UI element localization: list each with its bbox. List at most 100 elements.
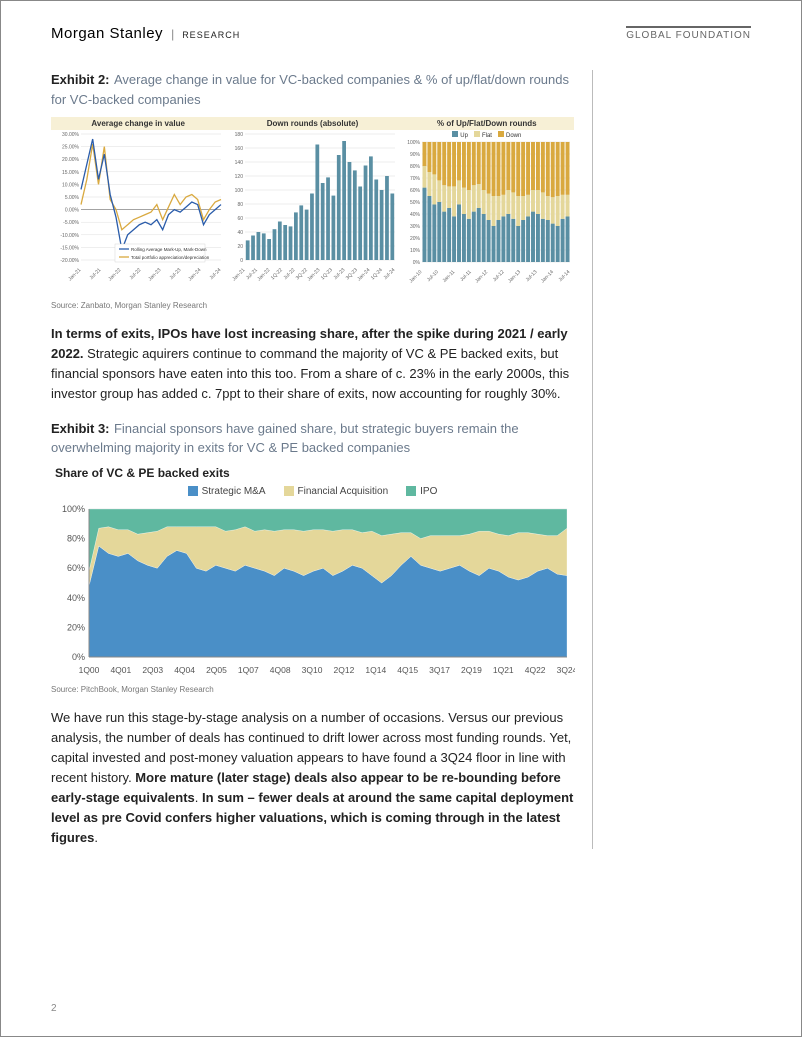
svg-text:80%: 80%	[410, 164, 421, 170]
svg-text:20%: 20%	[410, 236, 421, 242]
svg-text:60: 60	[238, 216, 244, 222]
svg-text:60%: 60%	[67, 563, 85, 573]
svg-text:20%: 20%	[67, 622, 85, 632]
svg-text:140: 140	[235, 160, 244, 166]
panel-c-title: % of Up/Flat/Down rounds	[400, 117, 574, 130]
exhibit3-heading: Exhibit 3: Financial sponsors have gaine…	[51, 419, 574, 458]
exhibit3-caption: Financial sponsors have gained share, bu…	[51, 421, 519, 456]
svg-text:Jan-23: Jan-23	[147, 267, 162, 282]
svg-text:4Q08: 4Q08	[270, 665, 291, 675]
exhibit2-heading: Exhibit 2: Average change in value for V…	[51, 70, 574, 109]
svg-text:Jul-14: Jul-14	[557, 269, 571, 283]
svg-text:Rolling Average Mark-Up, Mark-: Rolling Average Mark-Up, Mark-Down	[131, 247, 207, 252]
svg-text:Jul-13: Jul-13	[524, 269, 538, 283]
svg-text:-20.00%: -20.00%	[60, 258, 79, 264]
svg-text:4Q04: 4Q04	[174, 665, 195, 675]
svg-text:Jan-23: Jan-23	[307, 267, 322, 282]
svg-text:20.00%: 20.00%	[62, 157, 80, 163]
svg-text:2Q05: 2Q05	[206, 665, 227, 675]
svg-text:0%: 0%	[72, 652, 85, 662]
svg-text:40%: 40%	[67, 592, 85, 602]
svg-text:Jan-22: Jan-22	[107, 267, 122, 282]
exhibit2-caption: Average change in value for VC-backed co…	[51, 72, 569, 107]
svg-text:Jul-23: Jul-23	[169, 267, 183, 281]
para2-e: .	[94, 830, 98, 845]
svg-text:2Q19: 2Q19	[461, 665, 482, 675]
svg-text:60%: 60%	[410, 188, 421, 194]
svg-text:Jul-24: Jul-24	[209, 267, 223, 281]
svg-text:Jan-21: Jan-21	[232, 267, 247, 282]
panel-pct-rounds: % of Up/Flat/Down rounds Up Flat Down 0%…	[400, 117, 574, 297]
svg-text:Total portfolio appreciation/d: Total portfolio appreciation/depreciatio…	[131, 255, 210, 260]
svg-text:180: 180	[235, 132, 244, 138]
svg-text:Jul-10: Jul-10	[426, 269, 440, 283]
svg-text:Jul-24: Jul-24	[383, 267, 397, 281]
svg-text:4Q15: 4Q15	[397, 665, 418, 675]
svg-text:70%: 70%	[410, 176, 421, 182]
svg-text:Jan-24: Jan-24	[357, 267, 372, 282]
svg-text:1Q14: 1Q14	[365, 665, 386, 675]
svg-text:2Q12: 2Q12	[334, 665, 355, 675]
svg-text:40: 40	[238, 230, 244, 236]
brand-name: Morgan Stanley	[51, 25, 163, 42]
svg-text:Jul-11: Jul-11	[459, 269, 473, 283]
legend-down: Down	[506, 133, 521, 139]
paragraph-exits: In terms of exits, IPOs have lost increa…	[51, 324, 574, 405]
legend-flat: Flat	[482, 133, 492, 139]
svg-text:40%: 40%	[410, 212, 421, 218]
svg-text:120: 120	[235, 174, 244, 180]
svg-text:Jan-12: Jan-12	[474, 269, 489, 284]
panel-a-title: Average change in value	[51, 117, 225, 130]
svg-text:100%: 100%	[62, 504, 85, 514]
svg-text:50%: 50%	[410, 200, 421, 206]
svg-text:25.00%: 25.00%	[62, 145, 80, 151]
svg-text:1Q-24: 1Q-24	[370, 267, 384, 281]
exhibit2-source: Source: Zanbato, Morgan Stanley Research	[51, 301, 574, 310]
exhibit2-label: Exhibit 2:	[51, 72, 110, 87]
svg-text:1Q00: 1Q00	[79, 665, 100, 675]
svg-text:-5.00%: -5.00%	[63, 220, 79, 226]
svg-text:Jan-10: Jan-10	[408, 269, 423, 284]
page-number: 2	[51, 1003, 57, 1014]
svg-text:20: 20	[238, 244, 244, 250]
exhibit3-chart-title: Share of VC & PE backed exits	[55, 466, 574, 480]
svg-text:1Q-22: 1Q-22	[270, 267, 284, 281]
panel-c-legend: Up Flat Down	[400, 130, 574, 140]
legend-ipo: IPO	[420, 486, 437, 497]
paragraph-stage-analysis: We have run this stage-by-stage analysis…	[51, 708, 574, 849]
svg-text:4Q01: 4Q01	[110, 665, 131, 675]
svg-text:Jan-11: Jan-11	[441, 269, 456, 284]
svg-text:10%: 10%	[410, 248, 421, 254]
svg-text:-10.00%: -10.00%	[60, 233, 79, 239]
svg-text:Jul-21: Jul-21	[89, 267, 103, 281]
svg-text:80%: 80%	[67, 533, 85, 543]
exhibit3-label: Exhibit 3:	[51, 421, 110, 436]
svg-text:Jul-12: Jul-12	[491, 269, 505, 283]
svg-text:2Q03: 2Q03	[142, 665, 163, 675]
legend-strategic: Strategic M&A	[202, 486, 266, 497]
panel-a-chart: -20.00%-15.00%-10.00%-5.00%0.00%5.00%10.…	[51, 130, 225, 288]
svg-text:Jan-14: Jan-14	[540, 269, 555, 284]
svg-text:3Q17: 3Q17	[429, 665, 450, 675]
svg-text:80: 80	[238, 202, 244, 208]
brand-block: Morgan Stanley | RESEARCH	[51, 25, 240, 42]
svg-text:100%: 100%	[407, 140, 420, 146]
svg-text:Jul-22: Jul-22	[129, 267, 143, 281]
svg-text:Jan-22: Jan-22	[257, 267, 272, 282]
svg-text:Jan-21: Jan-21	[67, 267, 82, 282]
panel-b-title: Down rounds (absolute)	[225, 117, 399, 130]
brand-sub: RESEARCH	[182, 30, 240, 40]
svg-text:3Q10: 3Q10	[302, 665, 323, 675]
svg-text:3Q24: 3Q24	[557, 665, 575, 675]
svg-text:Jan-24: Jan-24	[187, 267, 202, 282]
svg-text:1Q-23: 1Q-23	[320, 267, 334, 281]
global-foundation-label: GLOBAL FOUNDATION	[626, 26, 751, 41]
legend-fin: Financial Acquisition	[298, 486, 389, 497]
svg-text:0%: 0%	[412, 260, 420, 266]
exhibit3-legend: Strategic M&A Financial Acquisition IPO	[51, 486, 574, 497]
svg-text:160: 160	[235, 146, 244, 152]
svg-text:10.00%: 10.00%	[62, 182, 80, 188]
svg-text:30%: 30%	[410, 224, 421, 230]
legend-up: Up	[460, 133, 468, 139]
exhibit3-chart: 0% 20% 40% 60% 80% 100% 1Q00 4Q01 2Q03 4Q04 2Q05 1Q…	[51, 503, 575, 681]
